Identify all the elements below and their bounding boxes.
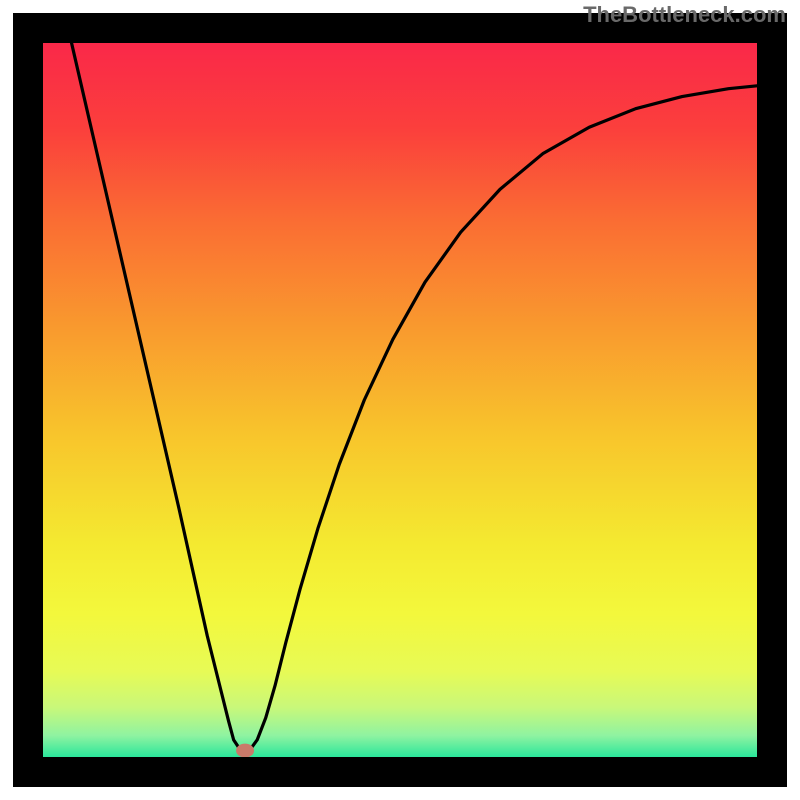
optimal-marker (236, 744, 254, 758)
watermark-text: TheBottleneck.com (583, 2, 786, 28)
bottleneck-chart: TheBottleneck.com (0, 0, 800, 800)
chart-canvas (0, 0, 800, 800)
chart-background (43, 43, 757, 757)
